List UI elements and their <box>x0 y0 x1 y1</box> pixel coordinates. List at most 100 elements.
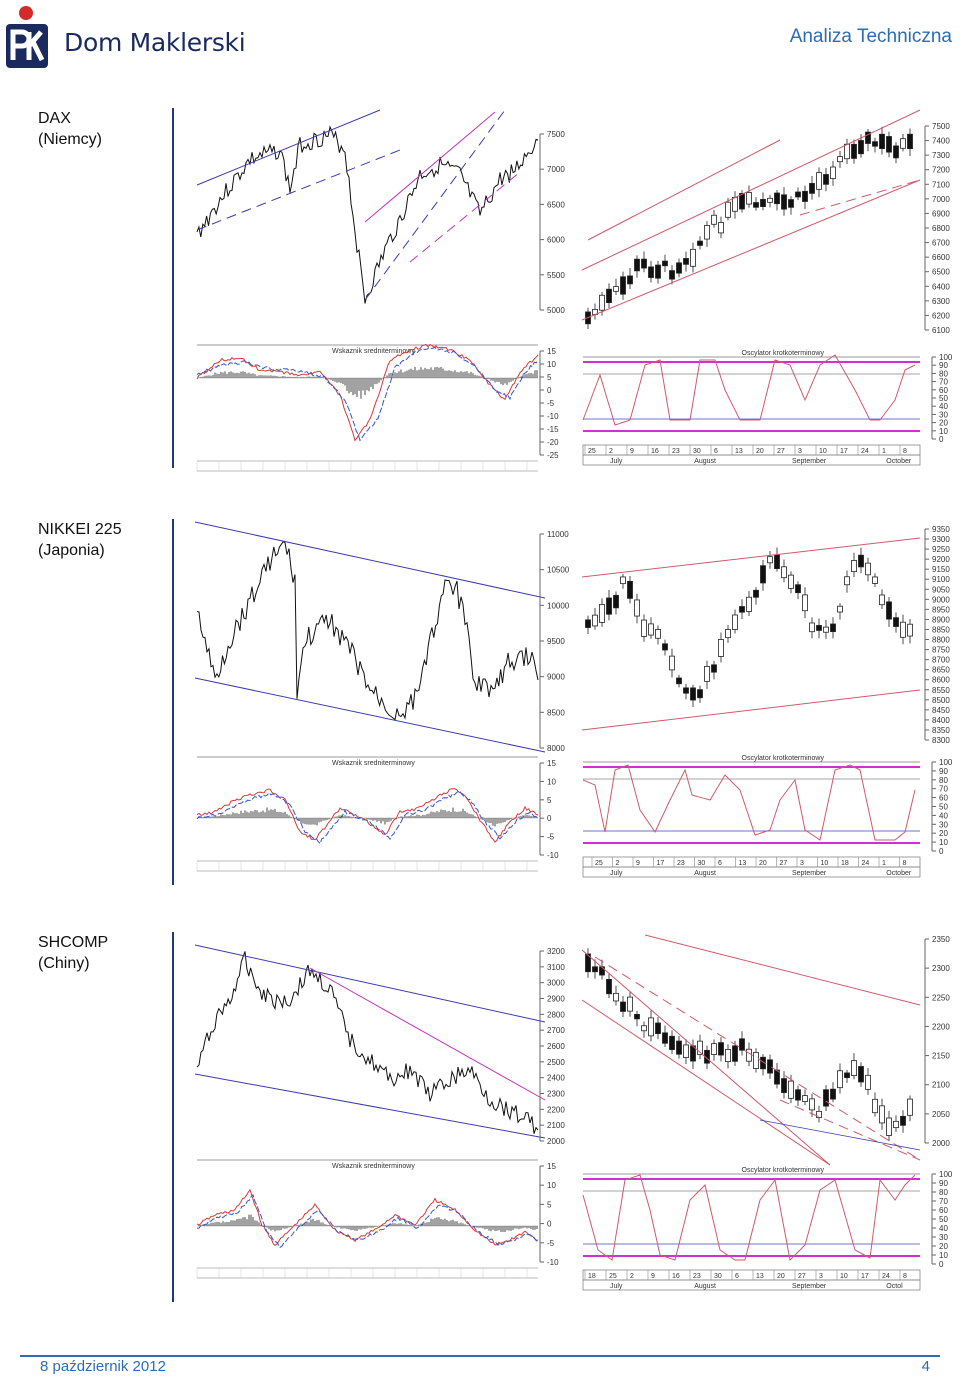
price-tick-label: 2900 <box>547 995 565 1004</box>
candlesticks <box>585 948 913 1142</box>
price-tick-label: 7000 <box>547 165 565 174</box>
candle-body <box>620 1001 626 1012</box>
price-tick-label: 5000 <box>547 306 565 315</box>
price-tick-label: 2100 <box>547 1121 565 1130</box>
macd-line <box>196 788 539 843</box>
candle-body <box>620 276 626 295</box>
oscillator-tick-label: 30 <box>939 1233 948 1242</box>
oscillator-tick-label: 60 <box>939 794 948 803</box>
asset-country: (Japonia) <box>38 542 105 559</box>
day-tick-label: 20 <box>759 860 767 867</box>
month-label: Octol <box>886 1283 903 1290</box>
oscillator-tick-label: 10 <box>939 427 948 436</box>
trend-line <box>581 179 921 321</box>
oscillator-line <box>582 1174 916 1262</box>
chart-separator <box>172 932 174 1302</box>
candle-body <box>676 677 682 685</box>
day-tick-label: 30 <box>693 448 701 455</box>
candle-body <box>634 599 640 617</box>
candle-body <box>676 1040 682 1055</box>
candle-body <box>816 1110 822 1119</box>
candle-body <box>627 580 633 599</box>
candle-body <box>837 605 843 613</box>
candle-body <box>774 192 780 205</box>
macd-histogram <box>198 366 538 399</box>
month-label: August <box>694 458 716 465</box>
price-short-tick-label: 8400 <box>932 716 950 725</box>
footer-date: 8 październik 2012 <box>40 1358 166 1375</box>
candle-body <box>753 202 759 208</box>
candle-body <box>753 1052 759 1069</box>
candle-body <box>844 143 850 160</box>
oscillator-tick-label: 20 <box>939 419 948 428</box>
candle-body <box>823 174 829 185</box>
indicator-tick-label: -5 <box>547 833 555 842</box>
candle-body <box>704 225 710 240</box>
price-short-tick-label: 2200 <box>932 1022 950 1031</box>
day-tick-label: 17 <box>840 448 848 455</box>
candle-body <box>753 589 759 598</box>
candle-body <box>690 687 696 701</box>
trend-line <box>364 109 506 301</box>
price-short-tick-label: 6600 <box>932 253 950 262</box>
oscillator-tick-label: 0 <box>939 1260 944 1269</box>
price-short-tick-label: 8600 <box>932 676 950 685</box>
candle-body <box>592 614 598 627</box>
candle-body <box>739 1038 745 1051</box>
oscillator-tick-label: 60 <box>939 1206 948 1215</box>
candle-body <box>613 992 619 1002</box>
indicator-tick-label: -20 <box>547 438 559 447</box>
candle-body <box>669 1035 675 1050</box>
day-tick-label: 30 <box>698 860 706 867</box>
macd-line <box>196 1188 539 1246</box>
price-tick-label: 2300 <box>547 1090 565 1099</box>
price-short-tick-label: 9100 <box>932 575 950 584</box>
price-short-tick-label: 6100 <box>932 326 950 335</box>
candle-body <box>711 664 717 673</box>
price-short-tick-label: 2100 <box>932 1081 950 1090</box>
day-tick-label: 27 <box>798 1273 806 1280</box>
candle-body <box>900 1115 906 1126</box>
month-label: July <box>610 458 623 465</box>
candle-body <box>830 1088 836 1100</box>
oscillator-tick-label: 70 <box>939 1197 948 1206</box>
brand-name: Dom Maklerski <box>64 28 246 57</box>
day-tick-label: 18 <box>588 1273 596 1280</box>
oscillator-tick-label: 70 <box>939 785 948 794</box>
price-short-tick-label: 2250 <box>932 993 950 1002</box>
day-tick-label: 2 <box>616 860 620 867</box>
indicator-tick-label: 15 <box>547 347 556 356</box>
day-tick-label: 24 <box>862 860 870 867</box>
candle-body <box>732 196 738 212</box>
oscillator-tick-label: 30 <box>939 410 948 419</box>
asset-label-nikkei: NIKKEI 225 (Japonia) <box>38 519 122 561</box>
price-short-tick-label: 8800 <box>932 636 950 645</box>
candle-body <box>641 1025 647 1032</box>
candle-body <box>893 1120 899 1129</box>
price-short-tick-label: 2350 <box>932 935 950 944</box>
macd-histogram <box>198 1214 538 1233</box>
candle-body <box>718 222 724 234</box>
trend-line <box>196 109 381 186</box>
price-short-tick-label: 7500 <box>932 122 950 131</box>
candle-body <box>872 1098 878 1114</box>
day-tick-label: 3 <box>800 860 804 867</box>
candle-body <box>851 560 857 572</box>
candle-body <box>641 619 647 637</box>
oscillator-tick-label: 90 <box>939 1179 948 1188</box>
price-tick-label: 3200 <box>547 947 565 956</box>
indicator-tick-label: -10 <box>547 851 559 860</box>
indicator-tick-label: -5 <box>547 399 555 408</box>
day-tick-label: 1 <box>882 860 886 867</box>
price-tick-label: 6500 <box>547 200 565 209</box>
price-short-tick-label: 8500 <box>932 696 950 705</box>
price-tick-label: 2700 <box>547 1026 565 1035</box>
price-short-tick-label: 6500 <box>932 268 950 277</box>
day-tick-label: 13 <box>756 1273 764 1280</box>
price-line <box>196 541 539 721</box>
day-tick-label: 23 <box>693 1273 701 1280</box>
asset-name: DAX <box>38 110 71 127</box>
trend-line <box>309 967 546 1101</box>
price-short-tick-label: 8450 <box>932 706 950 715</box>
date-axis <box>582 444 921 466</box>
